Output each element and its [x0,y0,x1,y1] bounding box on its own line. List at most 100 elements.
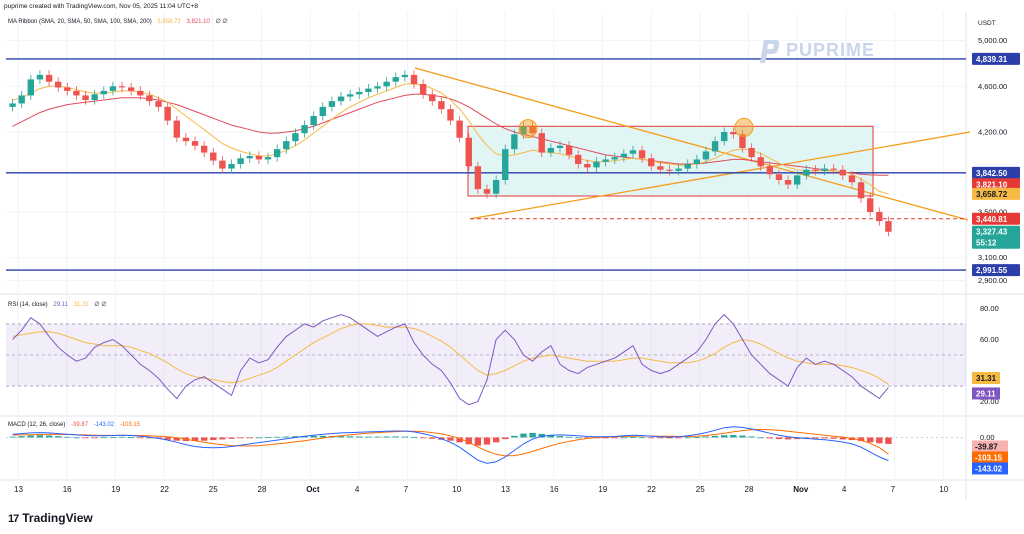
candle-body [556,145,564,148]
time-tick-label: 22 [647,485,656,494]
macd-histogram-bar [502,437,509,440]
candle-body [310,116,317,126]
rsi-legend[interactable]: RSI (14, close) 29.11 31.31 ∅ ∅ [8,301,110,308]
macd-histogram-bar [885,437,892,444]
time-tick-label: 16 [63,485,72,494]
macd-histogram-bar [401,436,409,438]
candle-body [693,159,701,164]
candle-body [447,109,454,121]
macd-histogram-bar [611,437,618,439]
macd-histogram-bar [82,437,89,439]
candle-body [456,120,463,138]
macd-histogram-bar [365,436,372,438]
candle-body [283,141,290,150]
candle-body [155,101,162,107]
macd-histogram-bar [292,436,299,438]
candle-body [675,168,682,171]
candle-body [483,189,491,194]
macd-histogram-bar [127,437,135,438]
candle-body [410,74,418,84]
candle-body [127,87,135,91]
candle-body [721,132,728,142]
macd-histogram-bar [392,436,399,438]
macd-histogram-bar [857,437,865,442]
candle-body [164,106,171,121]
macd-histogram-bar [584,437,591,439]
candle-body [182,137,190,142]
candle-body [137,90,144,96]
puprime-logo-icon [760,40,780,63]
macd-histogram-bar [45,435,53,438]
macd-histogram-bar [109,436,117,438]
macd-histogram-bar [684,437,691,439]
price-tick-label: 4,200.00 [978,128,1007,137]
macd-histogram-bar [602,437,609,439]
candle-body [146,95,153,102]
candle-body [45,74,53,82]
macd-histogram-bar [565,436,573,438]
candle-body [474,166,482,190]
header-attribution: puprime created with TradingView.com, No… [4,3,198,10]
macd-histogram-bar [264,437,272,438]
macd-histogram-bar [739,435,746,438]
macd-histogram-bar [474,437,482,446]
rsi-tick-label: 20.00 [980,397,999,406]
ascending-trendline [469,131,971,220]
macd-histogram-bar [356,436,363,438]
macd-histogram-bar [492,437,500,443]
macd-histogram-bar [483,437,491,445]
macd-tag [972,440,1008,453]
candle-body [356,92,363,95]
macd-tag [972,451,1008,464]
price-tag [972,264,1020,277]
ma-legend[interactable]: MA Ribbon (SMA, 20, SMA, 50, SMA, 100, S… [8,18,232,25]
candle-body [191,141,199,146]
time-tick-label: 10 [452,485,461,494]
macd-histogram-bar [629,437,637,438]
macd-histogram-bar [346,436,354,438]
time-tick-label: 28 [258,485,267,494]
candle-body [657,166,664,170]
time-tick-label: Oct [306,485,320,494]
candle-body [82,95,89,100]
ma-legend-visibility-icons[interactable]: ∅ ∅ [215,19,228,25]
macd-histogram-bar [784,437,792,440]
watermark-text: PUPRIME [786,39,876,60]
macd-histogram-bar [91,437,98,439]
candle-body [848,175,856,183]
candle-body [711,141,719,152]
macd-legend[interactable]: MACD (12, 26, close) -39.87 -143.02 -103… [8,422,144,428]
candle-body [210,152,217,161]
peak-highlight-circle [518,119,538,139]
macd-histogram-bar [657,437,664,439]
candle-body [429,94,436,102]
currency-label[interactable]: USDT [978,20,996,27]
time-tick-label: 10 [939,485,948,494]
candle-body [255,156,263,160]
candle-body [629,150,637,154]
macd-histogram-bar [730,435,737,438]
macd-histogram-bar [711,435,719,438]
macd-histogram-bar [173,437,180,441]
macd-legend-value-3: -103.15 [119,422,141,428]
ma-legend-label: MA Ribbon (SMA, 20, SMA, 50, SMA, 100, S… [8,19,152,25]
macd-signal-line [12,428,889,457]
candle-body [547,148,555,153]
macd-histogram-bar [702,436,710,438]
macd-tag-label: -103.15 [975,453,1003,462]
price-tag [972,166,1020,179]
price-tag-label: 3,842.50 [976,169,1008,178]
grid [0,12,1024,500]
tradingview-logo[interactable]: 17 TradingView [8,511,93,525]
macd-histogram-bar [283,436,290,438]
time-tick-label: 13 [14,485,23,494]
rsi-legend-visibility-icons[interactable]: ∅ ∅ [94,302,107,308]
candle-body [200,145,208,153]
candle-body [100,90,107,95]
macd-histogram-bar [54,436,62,438]
rsi-legend-value-1: 29.11 [53,302,68,308]
macd-histogram-bar [219,437,226,440]
price-tag-label: 55:12 [976,239,997,248]
macd-histogram-bar [36,435,44,438]
